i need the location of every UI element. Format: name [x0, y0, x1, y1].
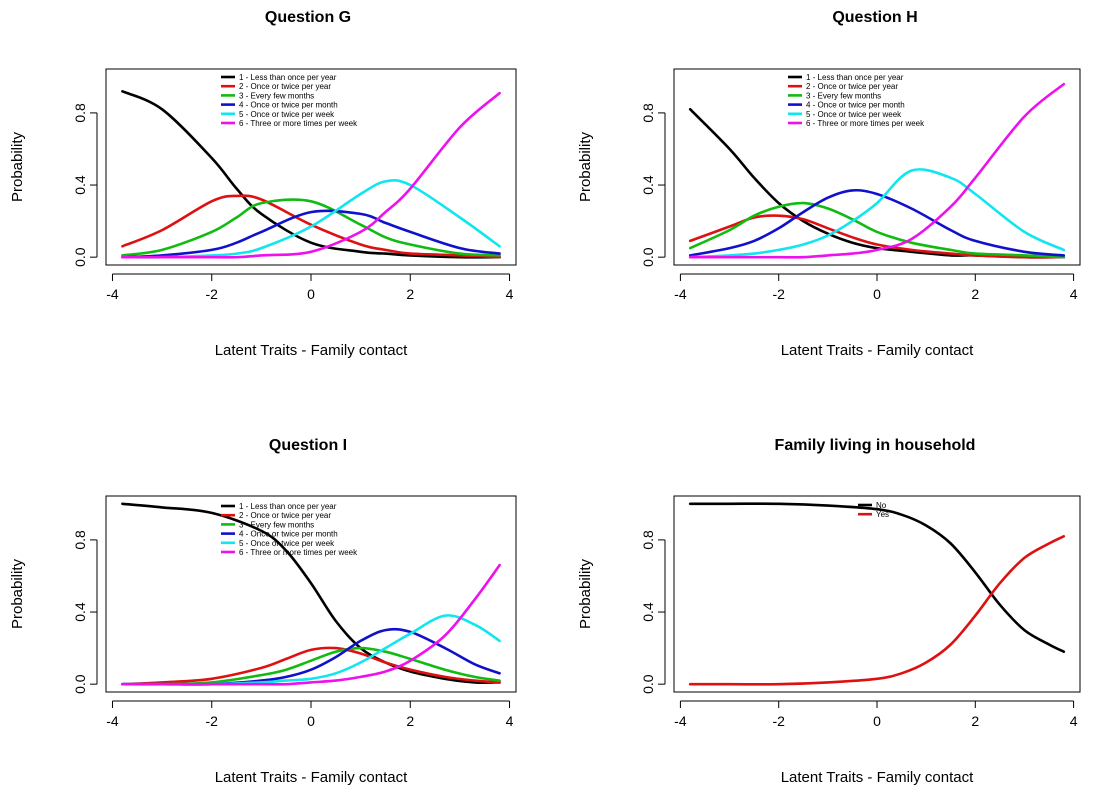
legend-label: 2 - Once or twice per year: [239, 82, 331, 91]
series-line-1: [121, 502, 501, 684]
series-line-3: [688, 201, 1066, 259]
x-tick-label: 4: [506, 713, 514, 729]
y-axis-label: Probability: [577, 558, 594, 629]
series-line-2: [121, 646, 501, 686]
legend-label: 6 - Three or more times per week: [806, 119, 925, 128]
series-line-2: [688, 535, 1066, 686]
chart-title: Question H: [832, 9, 917, 26]
x-tick-label: 0: [873, 286, 881, 302]
series-line-1: [688, 108, 1066, 259]
legend-label: 6 - Three or more times per week: [239, 119, 358, 128]
x-tick-label: -4: [674, 713, 687, 729]
series-line-2: [688, 214, 1066, 259]
x-axis-label: Latent Traits - Family contact: [781, 342, 974, 359]
legend-label: 4 - Once or twice per month: [806, 101, 905, 110]
y-tick-label: 0.8: [640, 103, 656, 123]
legend-label: 4 - Once or twice per month: [239, 530, 338, 539]
y-axis-label: Probability: [577, 131, 594, 202]
x-tick-label: -2: [206, 286, 219, 302]
x-axis-label: Latent Traits - Family contact: [215, 342, 408, 359]
legend-label: Yes: [876, 510, 889, 519]
legend-label: 4 - Once or twice per month: [239, 101, 338, 110]
x-tick-label: 0: [307, 286, 315, 302]
plot-frame: [105, 68, 517, 266]
legend-label: No: [876, 501, 887, 510]
legend-label: 3 - Every few months: [239, 520, 314, 529]
series-line-3: [121, 646, 501, 686]
series-line-4: [121, 209, 501, 259]
y-tick-label: 0.0: [72, 674, 88, 694]
chart-panel-3: Question I -4 -2 0 2 4 0.0 0.4 0.8 Latent Traits …: [9, 437, 517, 786]
x-tick-label: 2: [406, 286, 414, 302]
plot-frame: [673, 68, 1081, 266]
x-tick-label: -4: [106, 713, 119, 729]
chart-title: Question G: [265, 9, 351, 26]
y-tick-label: 0.8: [640, 530, 656, 550]
y-tick-label: 0.0: [72, 247, 88, 267]
series-line-1: [688, 502, 1066, 653]
y-tick-label: 0.4: [72, 602, 88, 622]
chart-title: Family living in household: [775, 437, 976, 454]
y-tick-label: 0.8: [72, 103, 88, 123]
legend-label: 5 - Once or twice per week: [239, 539, 335, 548]
chart-panel-2: Question H -4 -2 0 2 4 0.0 0.4 0.8 Latent Traits …: [577, 9, 1081, 359]
legend-label: 3 - Every few months: [806, 91, 881, 100]
y-axis-label: Probability: [9, 558, 26, 629]
x-axis-label: Latent Traits - Family contact: [781, 769, 974, 786]
x-tick-label: -2: [772, 286, 785, 302]
x-tick-label: -4: [106, 286, 119, 302]
legend-label: 1 - Less than once per year: [239, 73, 337, 82]
x-tick-label: 2: [971, 713, 979, 729]
series-line-6: [121, 563, 501, 686]
series-line-6: [121, 91, 501, 259]
x-axis-label: Latent Traits - Family contact: [215, 769, 408, 786]
legend-label: 5 - Once or twice per week: [806, 110, 902, 119]
chart-panel-1: Question G -4 -2 0 2 4 0.0 0.4 0.8 Latent Traits …: [9, 9, 517, 359]
legend-label: 1 - Less than once per year: [806, 73, 904, 82]
x-tick-label: 2: [406, 713, 414, 729]
series-line-2: [121, 194, 501, 259]
y-tick-label: 0.4: [640, 602, 656, 622]
series-line-4: [688, 188, 1066, 257]
plot-frame: [673, 495, 1081, 693]
legend-label: 2 - Once or twice per year: [239, 511, 331, 520]
y-tick-label: 0.0: [640, 247, 656, 267]
x-tick-label: 4: [506, 286, 514, 302]
y-tick-label: 0.4: [72, 175, 88, 195]
y-axis-label: Probability: [9, 131, 26, 202]
legend-label: 3 - Every few months: [239, 91, 314, 100]
x-tick-label: -4: [674, 286, 687, 302]
chart-title: Question I: [269, 437, 347, 454]
series-line-1: [121, 90, 501, 259]
legend-label: 2 - Once or twice per year: [806, 82, 898, 91]
x-tick-label: 0: [873, 713, 881, 729]
series-line-3: [121, 198, 501, 257]
x-tick-label: -2: [206, 713, 219, 729]
legend-label: 5 - Once or twice per week: [239, 110, 335, 119]
x-tick-label: -2: [772, 713, 785, 729]
legend-label: 1 - Less than once per year: [239, 502, 337, 511]
series-line-5: [688, 168, 1066, 259]
plot-frame: [105, 495, 517, 693]
y-tick-label: 0.4: [640, 175, 656, 195]
y-tick-label: 0.8: [72, 530, 88, 550]
x-tick-label: 4: [1070, 286, 1078, 302]
chart-panel-4: Family living in household -4 -2 0 2 4 0.0 0.4 0…: [577, 437, 1081, 786]
y-tick-label: 0.0: [640, 674, 656, 694]
legend-label: 6 - Three or more times per week: [239, 548, 358, 557]
x-tick-label: 4: [1070, 713, 1078, 729]
x-tick-label: 0: [307, 713, 315, 729]
x-tick-label: 2: [971, 286, 979, 302]
series-line-6: [688, 82, 1066, 259]
